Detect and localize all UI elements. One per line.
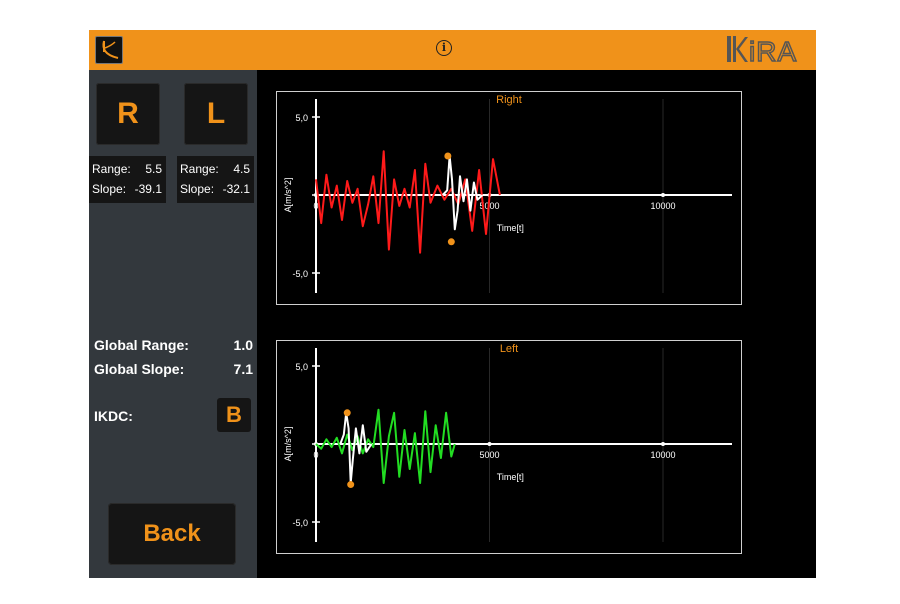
left-acceleration-chart: 5,0 -5,0 0 5000 10000 Left Time[t] A[m/s^2] — [276, 340, 742, 554]
ikdc-label: IKDC: — [94, 408, 133, 424]
right-series-line-0 — [315, 150, 501, 254]
left-slope-label: Slope: — [180, 182, 215, 196]
global-slope-value: 7.1 — [233, 361, 253, 377]
left-marker-0 — [343, 409, 351, 417]
right-x-tick-label-2: 10000 — [650, 201, 675, 211]
brand-logo: iRA — [725, 33, 811, 68]
left-x-axis-label: Time[t] — [497, 472, 524, 482]
left-chart-svg: 5,0 -5,0 0 5000 10000 Left Time[t] A[m/s^2] — [276, 340, 742, 554]
left-x-tick-label-2: 10000 — [650, 450, 675, 460]
svg-text:iRA: iRA — [749, 36, 797, 65]
left-y-tick-label-2: -5,0 — [292, 518, 308, 528]
global-range-label: Global Range: — [94, 337, 189, 353]
right-y-axis-label: A[m/s^2] — [283, 178, 293, 213]
right-acceleration-chart: 5,0 -5,0 0 5000 10000 Right Time[t] A[m/s^2] — [276, 91, 742, 305]
right-chart-title: Right — [496, 94, 522, 106]
top-bar: i iRA — [89, 30, 816, 70]
global-slope-label: Global Slope: — [94, 361, 185, 377]
right-slope-label: Slope: — [92, 182, 127, 196]
left-chart-title: Left — [500, 343, 518, 355]
right-marker-0 — [444, 152, 452, 160]
left-x-tick-1 — [487, 442, 492, 446]
sidebar: R L Range: 5.5 Slope: -39.1 Range: 4.5 S… — [89, 70, 257, 578]
kinetic-curve-icon[interactable] — [95, 36, 123, 64]
right-x-axis-label: Time[t] — [497, 223, 524, 233]
right-y-tick-label-2: -5,0 — [292, 269, 308, 279]
right-range-label: Range: — [92, 162, 131, 176]
right-x-tick-label-0: 0 — [313, 201, 318, 211]
right-y-tick-label-0: 5,0 — [295, 113, 308, 123]
right-leg-button[interactable]: R — [96, 83, 160, 145]
info-icon[interactable]: i — [436, 40, 452, 56]
back-button[interactable]: Back — [108, 503, 236, 565]
left-x-tick-2 — [661, 442, 665, 446]
ikdc-grade-badge: B — [217, 398, 251, 432]
left-marker-1 — [347, 481, 355, 489]
global-range-value: 1.0 — [233, 337, 253, 353]
left-slope-value: -32.1 — [222, 182, 250, 196]
left-x-tick-label-0: 0 — [313, 450, 318, 460]
left-range-value: 4.5 — [233, 162, 250, 176]
left-y-axis-label: A[m/s^2] — [283, 427, 293, 462]
app-window: i iRA R L Range: 5.5 Slope: -39.1 — [89, 30, 816, 578]
right-range-value: 5.5 — [145, 162, 162, 176]
left-frame — [276, 340, 742, 554]
left-series-line-1 — [339, 411, 373, 484]
right-stats-box: Range: 5.5 Slope: -39.1 — [89, 156, 166, 203]
right-slope-value: -39.1 — [134, 182, 162, 196]
left-series-line-0 — [315, 408, 456, 484]
right-frame — [276, 91, 742, 305]
left-stats-box: Range: 4.5 Slope: -32.1 — [177, 156, 254, 203]
right-x-tick-2 — [661, 193, 665, 197]
right-marker-1 — [447, 238, 455, 246]
left-x-tick-label-1: 5000 — [479, 450, 499, 460]
left-y-tick-label-0: 5,0 — [295, 362, 308, 372]
left-leg-button[interactable]: L — [184, 83, 248, 145]
left-range-label: Range: — [180, 162, 219, 176]
